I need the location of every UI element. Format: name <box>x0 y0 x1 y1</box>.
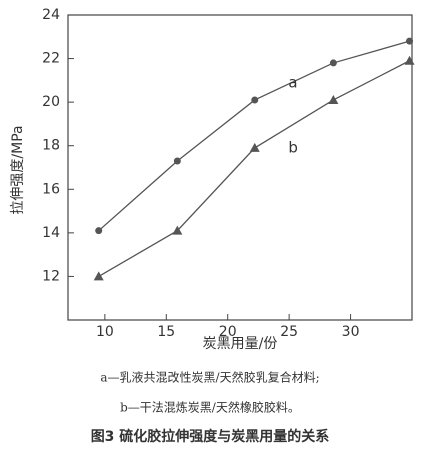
x-tick-label: 10 <box>96 324 114 340</box>
y-tick-label: 12 <box>42 268 60 284</box>
marker <box>249 142 260 152</box>
marker <box>172 225 183 235</box>
marker <box>404 55 415 65</box>
y-tick-label: 20 <box>42 94 60 110</box>
series-line <box>98 60 410 277</box>
y-tick-label: 22 <box>42 51 60 67</box>
marker <box>251 96 259 104</box>
marker <box>329 59 337 67</box>
y-axis-label: 拉伸强度/MPa <box>10 125 26 214</box>
series-label: b <box>288 138 298 156</box>
note: a—乳液共混改性炭黑/天然胶乳复合材料; <box>100 370 319 385</box>
x-tick-label: 25 <box>280 324 298 340</box>
y-tick-label: 16 <box>42 181 60 197</box>
marker <box>173 157 181 165</box>
marker <box>93 271 104 281</box>
series-line <box>98 40 410 232</box>
x-axis-label: 炭黑用量/份 <box>203 336 278 352</box>
chart-title: 图3 硫化胶拉伸强度与炭黑用量的关系 <box>91 428 330 445</box>
x-tick-label: 15 <box>157 324 175 340</box>
y-tick-label: 14 <box>42 225 60 241</box>
x-tick-label: 20 <box>219 324 237 340</box>
series-label: a <box>288 73 297 91</box>
marker <box>95 227 103 235</box>
y-tick-label: 24 <box>42 7 60 23</box>
plot-frame <box>67 14 413 321</box>
x-tick-label: 30 <box>342 324 360 340</box>
note: b—干法混炼炭黑/天然橡胶胶料。 <box>120 400 300 415</box>
marker <box>328 94 339 104</box>
marker <box>406 37 414 45</box>
y-tick-label: 18 <box>42 138 60 154</box>
